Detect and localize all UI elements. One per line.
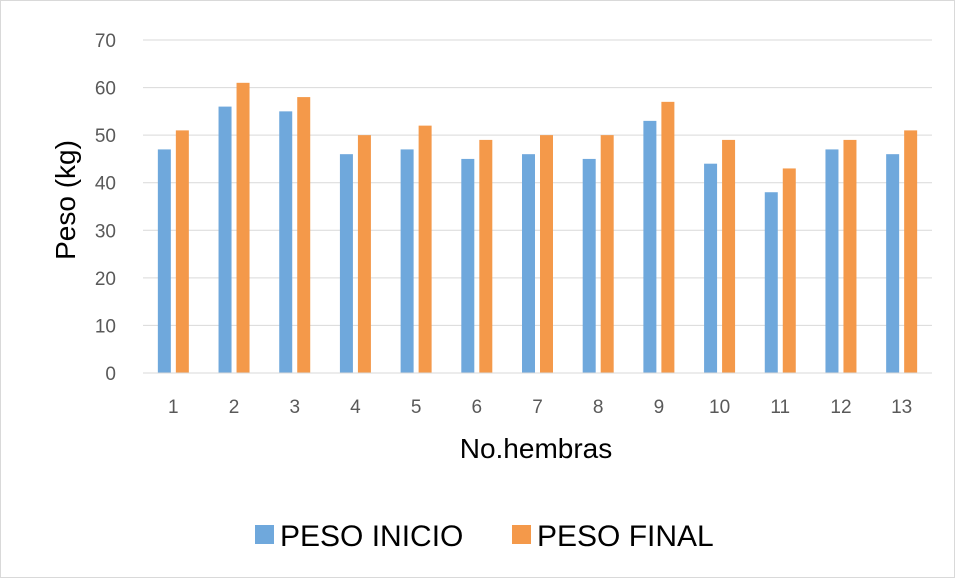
- bar-peso-final: [297, 97, 311, 373]
- bar-peso-final: [722, 139, 736, 373]
- bar-peso-inicio: [279, 111, 293, 373]
- legend-label-peso-final: PESO FINAL: [537, 520, 714, 553]
- x-tick-label: 6: [472, 397, 483, 418]
- y-tick-label: 70: [95, 31, 116, 52]
- x-tick-label: 2: [229, 397, 240, 418]
- bar-peso-final: [904, 130, 918, 373]
- y-axis-ticks: 0 10 20 30 40 50 60 70: [95, 31, 116, 385]
- bar-peso-final: [782, 168, 796, 373]
- x-axis-ticks: 1 2 3 4 5 6 7 8 9 10 11 12 13: [168, 397, 912, 418]
- legend: PESO INICIO PESO FINAL: [255, 520, 714, 553]
- gridlines: [143, 39, 932, 326]
- x-tick-label: 12: [830, 397, 851, 418]
- y-tick-label: 50: [95, 126, 116, 147]
- x-tick-label: 7: [532, 397, 543, 418]
- bar-peso-inicio: [400, 149, 414, 373]
- y-axis-title: Peso (kg): [50, 140, 81, 260]
- bars: [157, 82, 918, 374]
- bar-peso-inicio: [461, 158, 475, 373]
- bar-peso-final: [418, 125, 432, 373]
- bar-peso-inicio: [582, 158, 596, 373]
- bar-peso-inicio: [522, 154, 535, 373]
- x-tick-label: 10: [709, 397, 730, 418]
- x-tick-label: 9: [654, 397, 665, 418]
- bar-peso-inicio: [218, 106, 232, 373]
- x-tick-label: 3: [289, 397, 300, 418]
- x-tick-label: 5: [411, 397, 422, 418]
- bar-peso-inicio: [825, 149, 839, 373]
- bar-peso-final: [540, 135, 553, 373]
- legend-swatch-peso-inicio: [255, 525, 274, 544]
- bar-peso-inicio: [157, 149, 171, 373]
- bar-peso-final: [479, 139, 493, 373]
- x-tick-label: 11: [770, 397, 790, 418]
- bar-peso-final: [175, 130, 189, 373]
- y-tick-label: 30: [95, 221, 116, 242]
- y-tick-label: 10: [95, 316, 116, 337]
- bar-peso-final: [843, 139, 857, 373]
- bar-peso-inicio: [886, 154, 900, 373]
- bar-peso-final: [661, 101, 675, 373]
- x-tick-label: 13: [891, 397, 912, 418]
- x-axis-title: No.hembras: [460, 433, 613, 464]
- y-tick-label: 0: [105, 364, 116, 385]
- x-tick-label: 8: [593, 397, 604, 418]
- bar-peso-inicio: [704, 163, 718, 373]
- y-tick-label: 60: [95, 79, 116, 100]
- legend-label-peso-inicio: PESO INICIO: [280, 520, 463, 553]
- bar-peso-inicio: [764, 192, 778, 373]
- bar-peso-final: [236, 82, 250, 374]
- y-tick-label: 40: [95, 174, 116, 195]
- bar-peso-final: [600, 135, 614, 373]
- y-tick-label: 20: [95, 269, 116, 290]
- x-tick-label: 1: [168, 397, 179, 418]
- bar-peso-final: [357, 135, 371, 373]
- x-tick-label: 4: [350, 397, 361, 418]
- bar-peso-inicio: [643, 120, 657, 373]
- legend-swatch-peso-final: [512, 525, 531, 544]
- bar-peso-inicio: [339, 154, 353, 373]
